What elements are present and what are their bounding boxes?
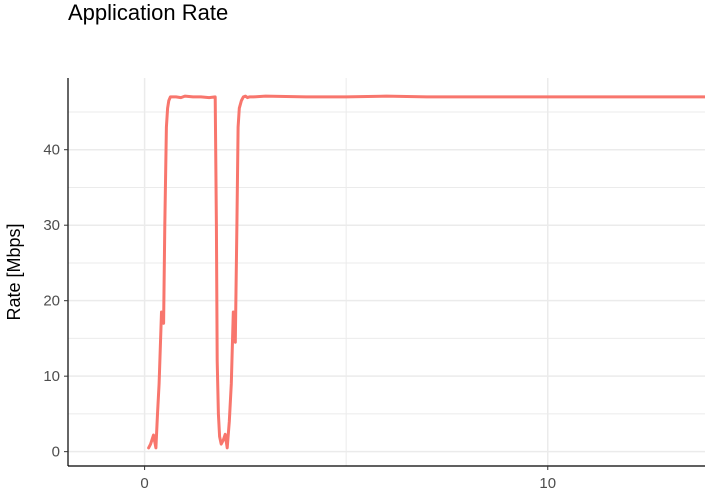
x-tick-label: 0 (140, 475, 148, 492)
y-tick-label: 0 (52, 444, 60, 461)
series-group (147, 94, 705, 450)
y-tick-label: 30 (43, 217, 60, 234)
y-tick-label: 10 (43, 368, 60, 385)
axes (67, 78, 705, 467)
y-tick-label: 20 (43, 293, 60, 310)
tick-labels: 0 10 20 30 40 0 10 (43, 142, 556, 492)
x-tick-label: 10 (539, 475, 556, 492)
series-line (147, 94, 705, 450)
y-tick-label: 40 (43, 142, 60, 159)
y-axis-title: Rate [Mbps] (4, 223, 24, 320)
gridlines (68, 78, 705, 466)
chart-title: Application Rate (68, 0, 229, 25)
